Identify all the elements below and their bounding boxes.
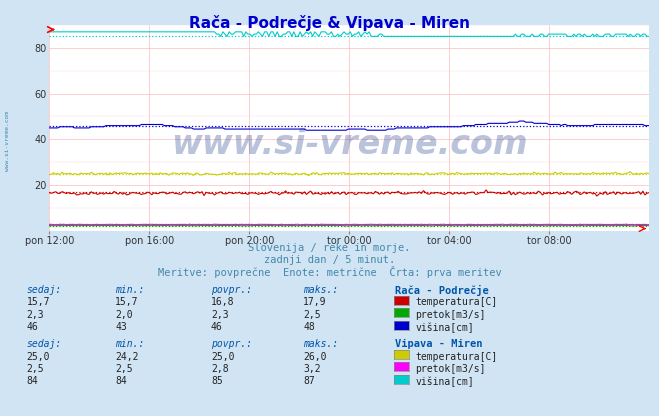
Text: 25,0: 25,0 (211, 352, 235, 362)
Text: pretok[m3/s]: pretok[m3/s] (415, 364, 486, 374)
Text: 2,5: 2,5 (303, 310, 321, 320)
Text: 46: 46 (211, 322, 223, 332)
Text: 43: 43 (115, 322, 127, 332)
Text: 17,9: 17,9 (303, 297, 327, 307)
Text: povpr.:: povpr.: (211, 285, 252, 295)
Text: 2,3: 2,3 (26, 310, 44, 320)
Text: temperatura[C]: temperatura[C] (415, 297, 498, 307)
Text: 46: 46 (26, 322, 38, 332)
Text: sedaj:: sedaj: (26, 339, 61, 349)
Text: maks.:: maks.: (303, 339, 338, 349)
Text: Slovenija / reke in morje.: Slovenija / reke in morje. (248, 243, 411, 253)
Text: min.:: min.: (115, 339, 145, 349)
Text: 26,0: 26,0 (303, 352, 327, 362)
Text: 84: 84 (26, 376, 38, 386)
Text: višina[cm]: višina[cm] (415, 376, 474, 387)
Text: 24,2: 24,2 (115, 352, 139, 362)
Text: 15,7: 15,7 (115, 297, 139, 307)
Text: maks.:: maks.: (303, 285, 338, 295)
Text: www.si-vreme.com: www.si-vreme.com (171, 128, 528, 161)
Text: 2,3: 2,3 (211, 310, 229, 320)
Text: 2,5: 2,5 (26, 364, 44, 374)
Text: sedaj:: sedaj: (26, 285, 61, 295)
Text: višina[cm]: višina[cm] (415, 322, 474, 333)
Text: 85: 85 (211, 376, 223, 386)
Text: temperatura[C]: temperatura[C] (415, 352, 498, 362)
Text: pretok[m3/s]: pretok[m3/s] (415, 310, 486, 320)
Text: 25,0: 25,0 (26, 352, 50, 362)
Text: 3,2: 3,2 (303, 364, 321, 374)
Text: 48: 48 (303, 322, 315, 332)
Text: zadnji dan / 5 minut.: zadnji dan / 5 minut. (264, 255, 395, 265)
Text: 2,0: 2,0 (115, 310, 133, 320)
Text: Meritve: povprečne  Enote: metrične  Črta: prva meritev: Meritve: povprečne Enote: metrične Črta:… (158, 266, 501, 278)
Text: min.:: min.: (115, 285, 145, 295)
Text: 84: 84 (115, 376, 127, 386)
Text: Rača - Podrečje: Rača - Podrečje (395, 285, 489, 296)
Text: 15,7: 15,7 (26, 297, 50, 307)
Text: Vipava - Miren: Vipava - Miren (395, 339, 483, 349)
Text: 2,5: 2,5 (115, 364, 133, 374)
Text: povpr.:: povpr.: (211, 339, 252, 349)
Text: 16,8: 16,8 (211, 297, 235, 307)
Text: 2,8: 2,8 (211, 364, 229, 374)
Text: 87: 87 (303, 376, 315, 386)
Text: Rača - Podrečje & Vipava - Miren: Rača - Podrečje & Vipava - Miren (189, 15, 470, 30)
Text: www.si-vreme.com: www.si-vreme.com (5, 111, 11, 171)
